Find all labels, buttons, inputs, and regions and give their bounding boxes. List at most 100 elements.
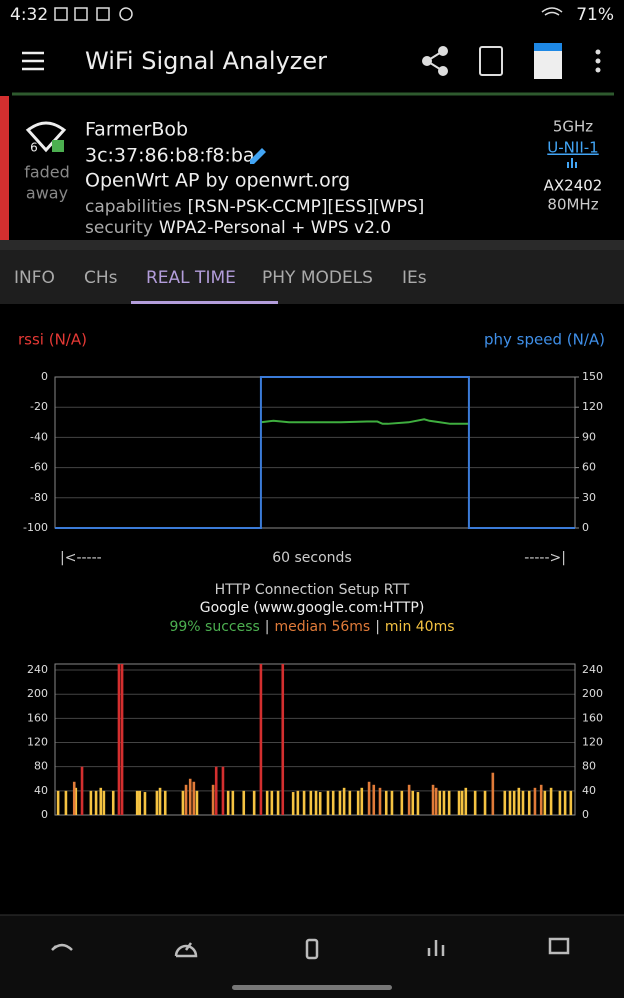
bar [533, 787, 537, 815]
stat: median 56ms [275, 619, 371, 635]
capabilities-value: [RSN-PSK-CCMP][ESS][WPS] [188, 197, 425, 217]
bar [231, 790, 235, 815]
nav-stats[interactable] [427, 940, 445, 956]
bar [181, 790, 185, 815]
y2-tick-label: 40 [582, 784, 596, 797]
bar [416, 792, 420, 815]
nav-icons [51, 937, 570, 960]
y-tick-label: 200 [27, 687, 48, 700]
bar [318, 792, 322, 815]
bar [195, 790, 199, 815]
bar [192, 781, 196, 815]
status-line: away [26, 184, 68, 203]
bar [407, 784, 411, 815]
y2-tick-label: 30 [582, 491, 596, 504]
nav-speed[interactable] [174, 942, 198, 958]
y-tick-label: -40 [30, 430, 48, 443]
bar [563, 790, 567, 815]
tab[interactable]: INFO [14, 268, 55, 288]
bar [117, 664, 121, 815]
stat: min 40ms [385, 619, 455, 635]
bar [503, 790, 507, 815]
menu-button[interactable] [22, 51, 44, 71]
y2-tick-label: 120 [582, 400, 603, 413]
capabilities: capabilities [RSN-PSK-CCMP][ESS][WPS] [85, 197, 424, 217]
bar [457, 790, 461, 815]
overflow-button[interactable] [595, 49, 601, 73]
bar [163, 790, 167, 815]
bar [252, 790, 256, 815]
y2-tick-label: 0 [582, 808, 589, 821]
bar [214, 766, 218, 815]
bar [447, 790, 451, 815]
share-button[interactable] [422, 46, 448, 76]
y-tick-label: -80 [30, 491, 48, 504]
app-title: WiFi Signal Analyzer [85, 47, 327, 75]
bar [89, 790, 93, 815]
card-gap [0, 240, 624, 250]
stat: | [375, 619, 380, 635]
left-axis-label: rssi (N/A) [18, 331, 87, 349]
bar [111, 790, 115, 815]
stat: | [265, 619, 270, 635]
tab[interactable]: PHY MODELS [262, 268, 373, 288]
channel-info: AX2402 [544, 177, 603, 195]
bar [314, 790, 318, 815]
nav-device[interactable] [305, 938, 319, 960]
bar [281, 664, 285, 815]
band: 5GHz [553, 118, 593, 136]
bar [360, 787, 364, 815]
bar [120, 664, 124, 815]
bar [276, 790, 280, 815]
bar [138, 790, 142, 815]
bar [390, 790, 394, 815]
nav-screens[interactable] [548, 937, 570, 955]
nav-connect[interactable] [51, 943, 73, 951]
gesture-bar [232, 985, 392, 990]
y-tick-label: 160 [27, 711, 48, 724]
bar [242, 790, 246, 815]
tabs: INFO CHs REAL TIME PHY MODELS IEs [14, 268, 427, 304]
status-time: 4:32 [10, 5, 48, 25]
bar [188, 778, 192, 815]
bar [400, 790, 404, 815]
stats: 99% success | median 56ms | min 40ms [169, 619, 454, 635]
security: security WPA2-Personal + WPS v2.0 [85, 218, 391, 238]
tab[interactable]: REAL TIME [146, 268, 236, 288]
bar [99, 787, 103, 815]
band-name[interactable]: U-NII-1 [547, 139, 598, 157]
y2-tick-label: 150 [582, 370, 603, 383]
security-label: security [85, 218, 153, 238]
y-tick-label: 0 [41, 370, 48, 383]
bssid: 3c:37:86:b8:f8:ba [85, 145, 255, 167]
tab[interactable]: CHs [84, 268, 118, 288]
y-tick-label: -100 [23, 521, 48, 534]
bar [464, 787, 468, 815]
tab[interactable]: IEs [402, 268, 427, 288]
bars-icon [567, 158, 577, 168]
bar [431, 784, 435, 815]
bar [309, 790, 313, 815]
bar [226, 790, 230, 815]
bar [378, 787, 382, 815]
tab-bar [0, 250, 624, 304]
series-line [55, 376, 575, 529]
bar [296, 790, 300, 815]
edit-button[interactable] [250, 148, 266, 164]
ssid: FarmerBob [85, 119, 188, 141]
csv-button[interactable] [479, 46, 503, 76]
bar [517, 787, 521, 815]
bar [158, 787, 162, 815]
x-axis-label: 60 seconds [272, 550, 352, 566]
bar [558, 790, 562, 815]
y2-tick-label: 200 [582, 687, 603, 700]
bar [56, 790, 60, 815]
status-battery: 71% [576, 5, 614, 25]
bar [135, 790, 139, 815]
bar [331, 790, 335, 815]
signal-stripe [0, 96, 9, 240]
bar [508, 790, 512, 815]
bar [483, 790, 487, 815]
y2-tick-label: 0 [582, 521, 589, 534]
